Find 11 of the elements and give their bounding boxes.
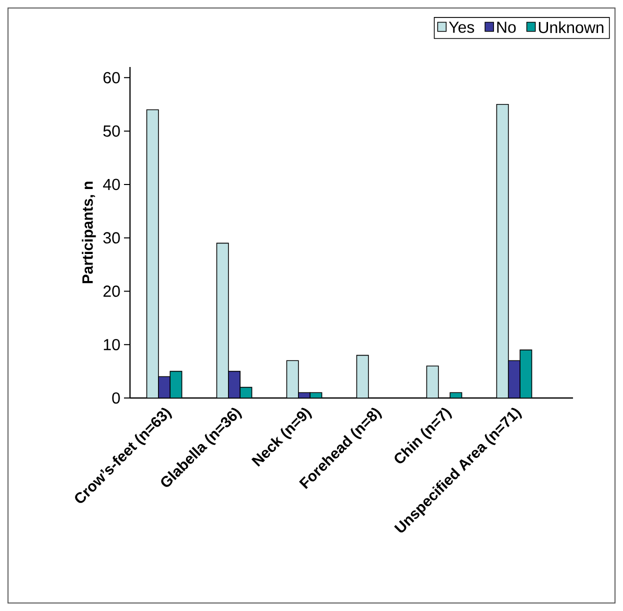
y-tick-label: 60 (103, 72, 120, 84)
y-tick-label: 20 (103, 286, 120, 297)
y-tick-label: 10 (104, 338, 120, 350)
legend-label: No (497, 22, 516, 33)
legend-label: Yes (448, 22, 474, 33)
y-axis-title: Participants, n (82, 182, 96, 284)
y-tick-label: 30 (103, 232, 120, 244)
y-tick-label: 40 (103, 178, 120, 190)
legend-label: Unknown (538, 21, 604, 34)
y-tick-label: 50 (103, 125, 120, 137)
y-tick-label: 0 (112, 392, 120, 404)
